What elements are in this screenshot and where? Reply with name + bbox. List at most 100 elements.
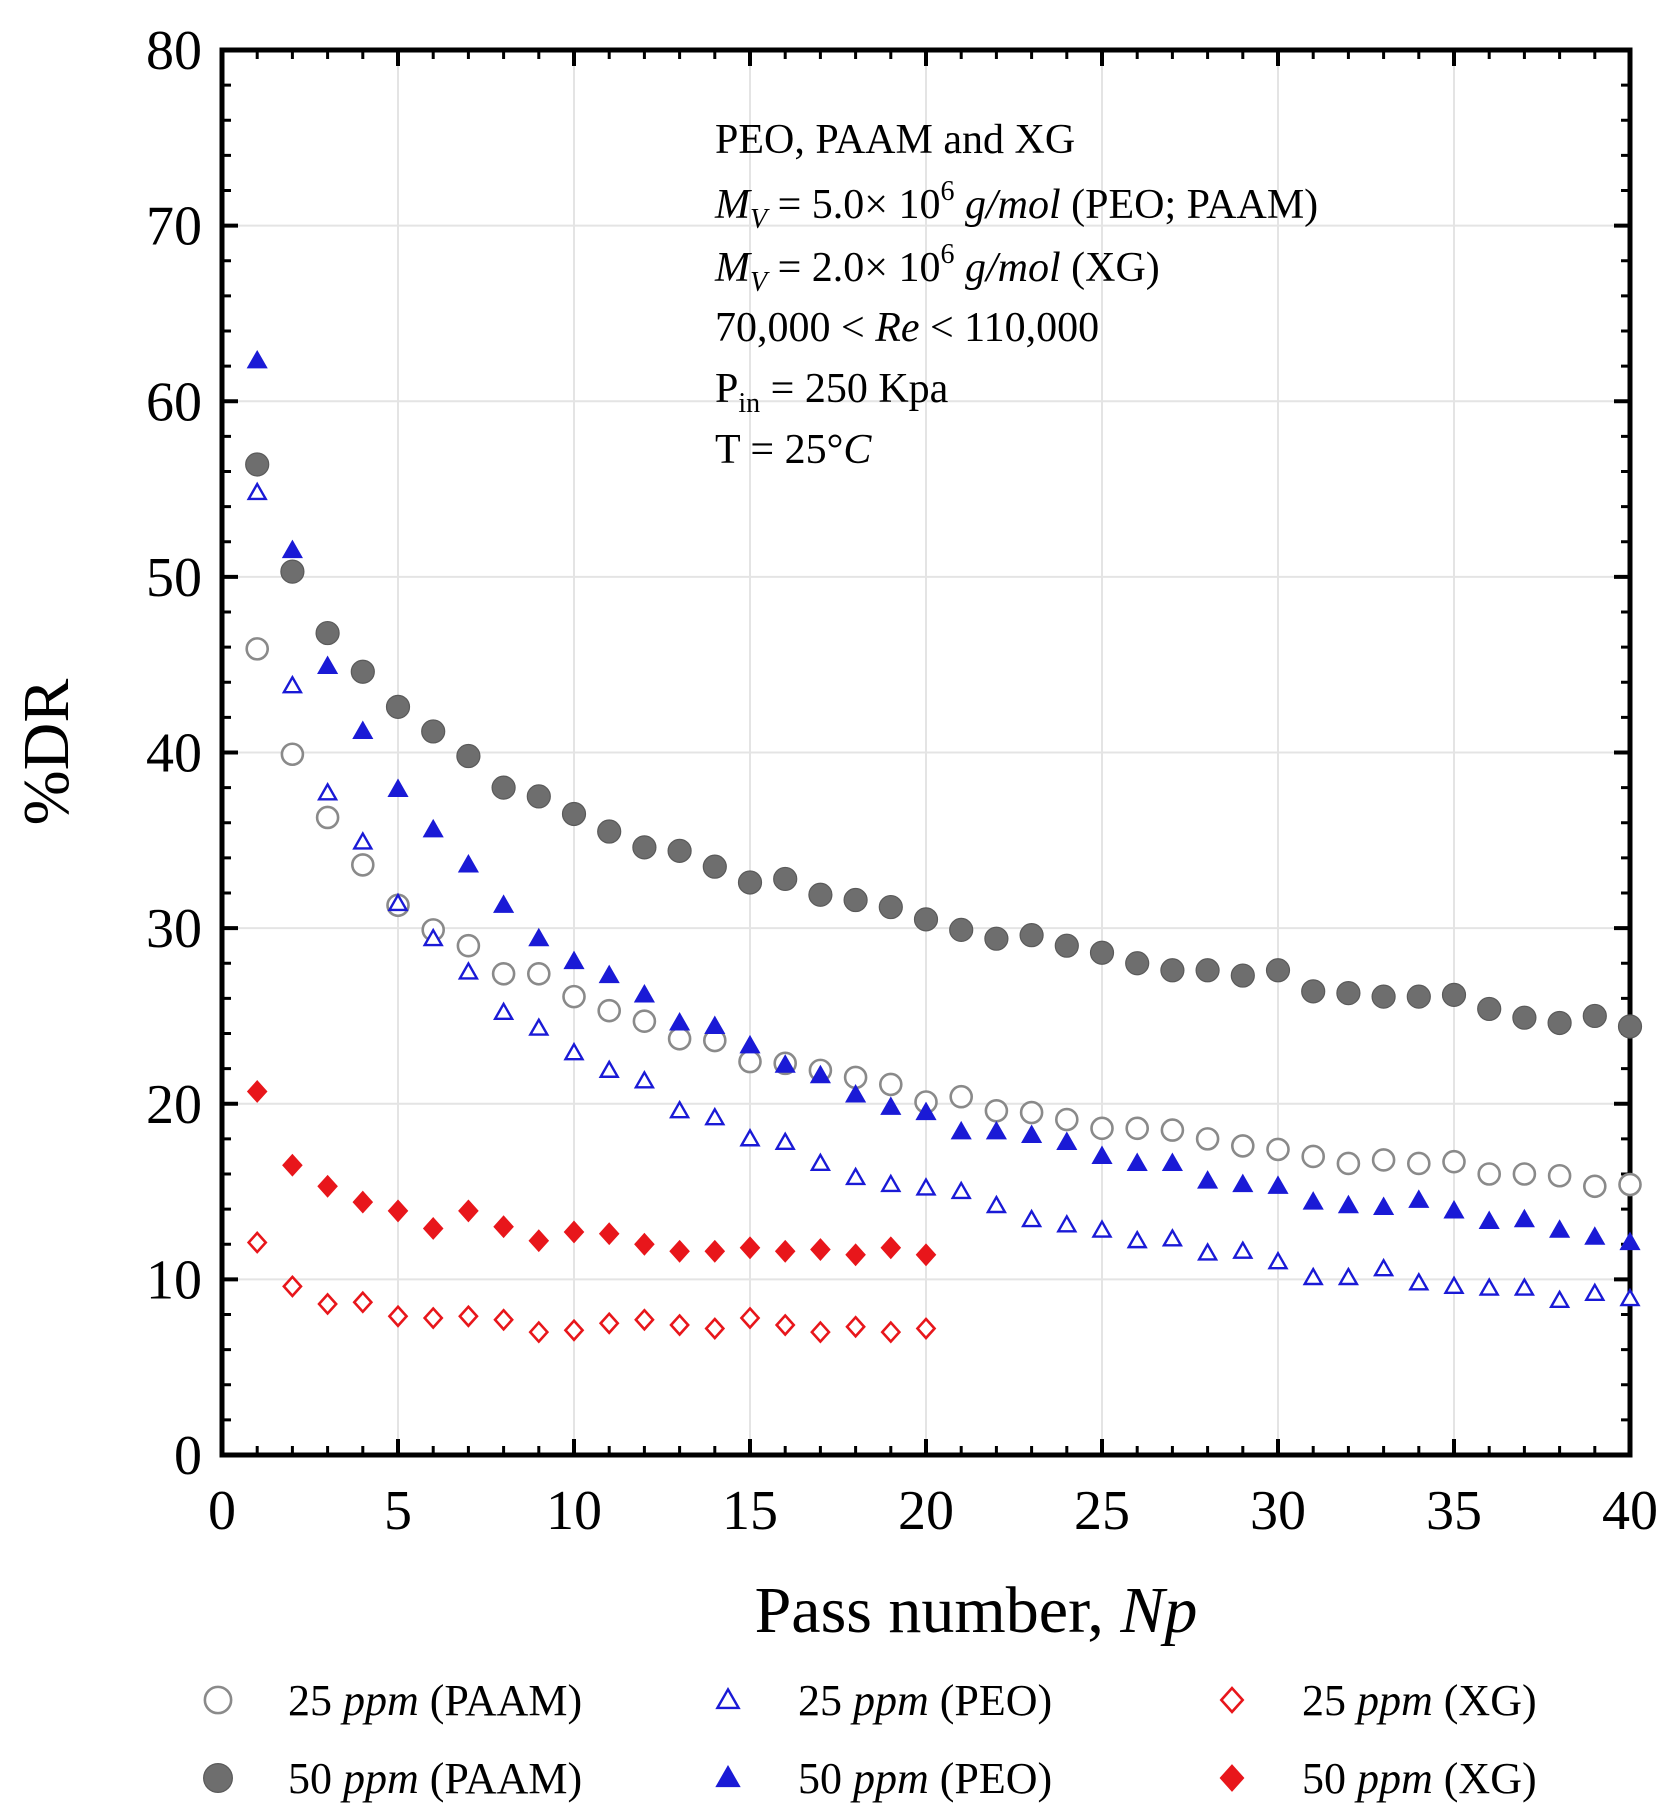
data-point <box>1302 1266 1324 1286</box>
data-point <box>456 933 481 958</box>
data-point <box>878 1072 903 1097</box>
data-point <box>563 1220 585 1244</box>
data-point <box>1054 933 1079 958</box>
y-tick-label: 80 <box>146 20 202 82</box>
data-point <box>1195 1127 1220 1151</box>
data-point <box>1441 982 1467 1007</box>
data-point <box>915 1243 937 1267</box>
data-point <box>317 655 339 675</box>
data-point <box>282 1153 303 1177</box>
data-point <box>1267 1175 1289 1194</box>
annotation-line-1: PEO, PAAM and XG <box>715 117 1075 163</box>
data-point <box>598 1222 620 1246</box>
data-point <box>1406 984 1431 1009</box>
data-point <box>669 1313 690 1337</box>
data-point <box>280 559 305 584</box>
y-tick-label: 70 <box>146 196 202 258</box>
y-axis-title: %DR <box>10 679 83 826</box>
data-point <box>1443 1199 1465 1219</box>
data-point <box>1513 1208 1535 1228</box>
legend-marker <box>203 1763 233 1793</box>
data-point <box>1337 1194 1359 1214</box>
x-tick-label: 10 <box>546 1480 602 1542</box>
data-point <box>1160 1118 1185 1142</box>
data-point <box>1267 1250 1289 1270</box>
data-point <box>633 1070 655 1089</box>
data-point <box>1266 1137 1290 1162</box>
data-point <box>528 1017 550 1036</box>
data-point <box>597 819 622 844</box>
data-point <box>984 926 1009 951</box>
data-point <box>598 964 620 984</box>
data-point <box>598 1059 620 1078</box>
data-point <box>739 1127 761 1147</box>
data-point <box>1301 1144 1325 1169</box>
data-point <box>1056 1214 1078 1233</box>
x-tick-label: 35 <box>1426 1480 1482 1542</box>
data-point <box>1056 1131 1078 1150</box>
data-point <box>739 1034 761 1054</box>
data-point <box>387 778 409 797</box>
data-point <box>493 1001 515 1020</box>
data-point <box>1019 1100 1044 1125</box>
x-axis-title-text: Pass number, <box>755 1574 1104 1647</box>
data-point <box>1161 1152 1183 1172</box>
data-point <box>1442 1149 1466 1174</box>
data-point <box>493 1215 514 1239</box>
data-point <box>1443 1275 1465 1294</box>
annotation-line-3: MV = 2.0× 106 g/mol (XG) <box>714 239 1160 298</box>
data-point <box>738 1049 762 1074</box>
data-point <box>385 694 411 719</box>
data-point <box>1582 1003 1607 1029</box>
data-point <box>457 961 479 980</box>
data-point <box>913 907 939 932</box>
data-point <box>281 539 303 559</box>
data-point <box>1618 1172 1642 1197</box>
data-point <box>317 1292 338 1316</box>
data-point <box>704 1317 726 1340</box>
data-point <box>809 1064 831 1084</box>
data-point <box>458 1304 479 1328</box>
data-point <box>704 1015 726 1035</box>
data-point <box>528 1229 550 1253</box>
data-point <box>880 1320 902 1344</box>
data-point <box>704 1106 726 1126</box>
data-point <box>526 961 551 986</box>
series-3 <box>246 481 1641 1309</box>
data-point <box>526 784 551 809</box>
annotation-line-6: T = 25°C <box>715 427 872 473</box>
x-axis-title-variable: Np <box>1119 1574 1197 1647</box>
data-point <box>985 1120 1007 1140</box>
data-point <box>491 775 516 800</box>
data-point <box>669 1099 691 1119</box>
y-tick-label: 50 <box>146 547 202 609</box>
data-point <box>880 1096 902 1115</box>
data-point <box>810 1320 831 1344</box>
data-point <box>774 1054 796 1073</box>
legend-label: 25 ppm (PEO) <box>798 1676 1052 1725</box>
data-point <box>915 1317 937 1340</box>
legend-marker <box>1219 1764 1245 1792</box>
data-point <box>561 801 587 827</box>
annotation-block: PEO, PAAM and XG MV = 5.0× 106 g/mol (PE… <box>714 117 1318 473</box>
data-point <box>1091 1145 1113 1165</box>
annotation-line-2: MV = 5.0× 106 g/mol (PEO; PAAM) <box>714 176 1318 235</box>
data-point <box>808 882 833 907</box>
data-point <box>1477 996 1502 1022</box>
data-point <box>1478 1277 1500 1296</box>
series-6 <box>246 1080 937 1267</box>
data-point <box>845 1084 867 1103</box>
data-point <box>1407 1151 1431 1176</box>
data-point <box>350 659 375 684</box>
data-point <box>739 1306 761 1330</box>
data-point <box>880 1173 902 1193</box>
data-point <box>669 1239 690 1263</box>
data-point <box>773 866 798 892</box>
grid <box>222 50 1630 1455</box>
series-2 <box>245 452 1643 1039</box>
data-point <box>1584 1282 1606 1302</box>
data-point <box>915 1101 937 1121</box>
legend-marker <box>715 1764 741 1788</box>
data-point <box>1021 1124 1043 1143</box>
